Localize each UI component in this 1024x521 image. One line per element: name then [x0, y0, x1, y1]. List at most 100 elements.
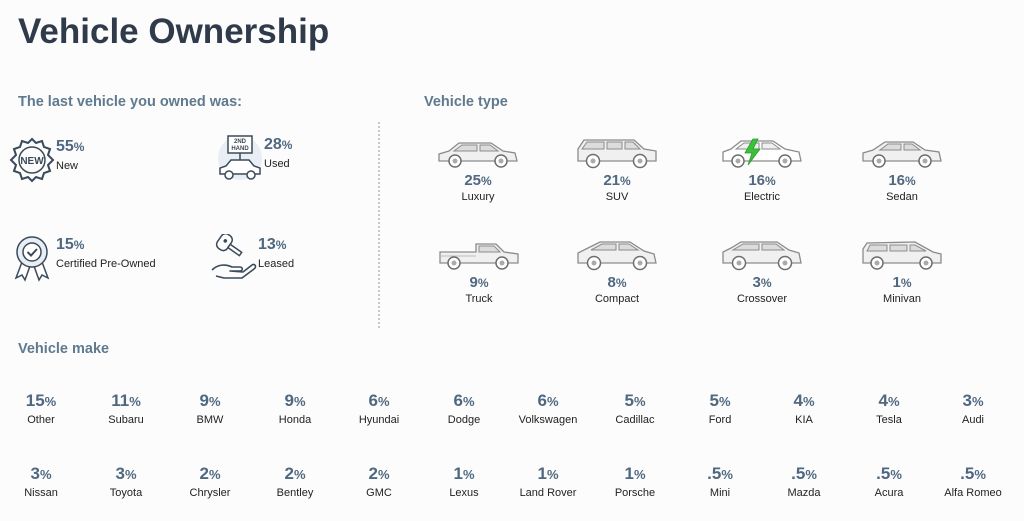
make-label: Cadillac [615, 414, 655, 426]
percent-unit: % [905, 174, 916, 188]
key-in-hand-icon [211, 234, 257, 279]
make-item: 6% Dodge [419, 391, 509, 426]
make-label: Subaru [108, 414, 144, 426]
percent-unit: % [887, 394, 900, 409]
make-item: 6% Hyundai [334, 391, 424, 426]
vehicle-type-value: 16 [748, 172, 765, 189]
make-label: Other [27, 414, 55, 426]
ownership-label: Certified Pre-Owned [56, 258, 156, 270]
make-value: 3 [962, 391, 972, 410]
make-item: 3% Audi [928, 391, 1018, 426]
make-label: Alfa Romeo [944, 487, 1002, 499]
vehicle-type-label: Crossover [736, 293, 788, 305]
percent-unit: % [633, 467, 646, 482]
percent-unit: % [802, 394, 815, 409]
compact-car-icon [577, 241, 657, 271]
percent-unit: % [974, 467, 986, 482]
make-value: .5 [791, 464, 806, 483]
new-badge-icon: NEW [9, 137, 55, 183]
truck-icon [439, 243, 519, 270]
make-label: Honda [278, 414, 312, 426]
percent-unit: % [208, 394, 221, 409]
make-label: Lexus [449, 487, 479, 499]
make-item: 9% BMW [165, 391, 255, 426]
make-label: Mini [709, 487, 731, 499]
make-value: 9 [199, 391, 209, 410]
ownership-item-used: 2ND HAND 28% Used [216, 134, 396, 190]
vehicle-type-sedan: 16% Sedan [842, 137, 962, 219]
percent-unit: % [546, 394, 559, 409]
vehicle-type-heading: Vehicle type [424, 94, 508, 110]
make-label: KIA [795, 414, 813, 426]
make-item: 3% Toyota [81, 464, 171, 499]
page-title: Vehicle Ownership [18, 12, 330, 51]
lightning-bolt-icon [744, 138, 761, 166]
make-value: .5 [707, 464, 722, 483]
vehicle-type-minivan: 1% Minivan [842, 239, 962, 321]
sedan-icon [862, 141, 942, 168]
percent-unit: % [293, 394, 306, 409]
minivan-icon [862, 241, 942, 270]
luxury-car-icon [438, 142, 518, 168]
make-value: 15 [25, 391, 45, 410]
ownership-item-new: NEW 55% New [8, 136, 188, 192]
percent-unit: % [633, 394, 646, 409]
make-item: 1% Porsche [590, 464, 680, 499]
percent-unit: % [39, 467, 52, 482]
make-item: 2% Bentley [250, 464, 340, 499]
make-label: Toyota [109, 487, 143, 499]
ownership-heading: The last vehicle you owned was: [18, 94, 243, 110]
make-value: 3 [115, 464, 125, 483]
make-value: 2 [284, 464, 294, 483]
make-value: 1 [453, 464, 463, 483]
make-item: 2% Chrysler [165, 464, 255, 499]
percent-unit: % [546, 467, 559, 482]
make-label: Mazda [787, 487, 821, 499]
vehicle-type-label: Luxury [461, 191, 495, 203]
percent-unit: % [760, 276, 772, 290]
ownership-value: 15 [56, 236, 74, 253]
vehicle-type-label: SUV [605, 191, 629, 203]
make-item: 2% GMC [334, 464, 424, 499]
percent-unit: % [477, 276, 489, 290]
vehicle-type-suv: 21% SUV [557, 137, 677, 219]
vehicle-type-value: 9 [469, 274, 478, 291]
vehicle-type-truck: 9% Truck [419, 239, 539, 321]
percent-unit: % [208, 467, 221, 482]
make-label: Land Rover [519, 487, 577, 499]
make-item: 5% Ford [675, 391, 765, 426]
make-item: 5% Cadillac [590, 391, 680, 426]
vehicle-type-luxury: 25% Luxury [418, 137, 538, 219]
make-label: Hyundai [358, 414, 400, 426]
make-label: Tesla [876, 414, 902, 426]
make-item: .5% Mini [675, 464, 765, 499]
make-value: 4 [793, 391, 803, 410]
vehicle-type-label: Electric [743, 191, 781, 203]
make-item: 9% Honda [250, 391, 340, 426]
make-item: 4% KIA [759, 391, 849, 426]
make-label: Dodge [447, 414, 481, 426]
percent-unit: % [73, 238, 85, 252]
ownership-label: Leased [258, 258, 295, 270]
make-value: 3 [30, 464, 40, 483]
make-label: Nissan [24, 487, 58, 499]
make-label: Porsche [614, 487, 656, 499]
vehicle-type-label: Compact [594, 293, 640, 305]
make-item: .5% Acura [844, 464, 934, 499]
svg-text:2ND: 2ND [234, 139, 247, 145]
vehicle-type-crossover: 3% Crossover [702, 239, 822, 321]
percent-unit: % [293, 467, 306, 482]
make-item: 15% Other [0, 391, 86, 426]
vehicle-type-electric: 16% Electric [702, 137, 822, 219]
percent-unit: % [377, 394, 390, 409]
suv-icon [577, 139, 657, 169]
vehicle-type-label: Truck [465, 293, 493, 305]
percent-unit: % [805, 467, 817, 482]
make-label: Bentley [276, 487, 314, 499]
percent-unit: % [377, 467, 390, 482]
vehicle-type-value: 3 [752, 274, 761, 291]
percent-unit: % [481, 174, 492, 188]
make-value: 5 [624, 391, 634, 410]
percent-unit: % [718, 394, 731, 409]
vehicle-type-label: Minivan [883, 293, 921, 305]
